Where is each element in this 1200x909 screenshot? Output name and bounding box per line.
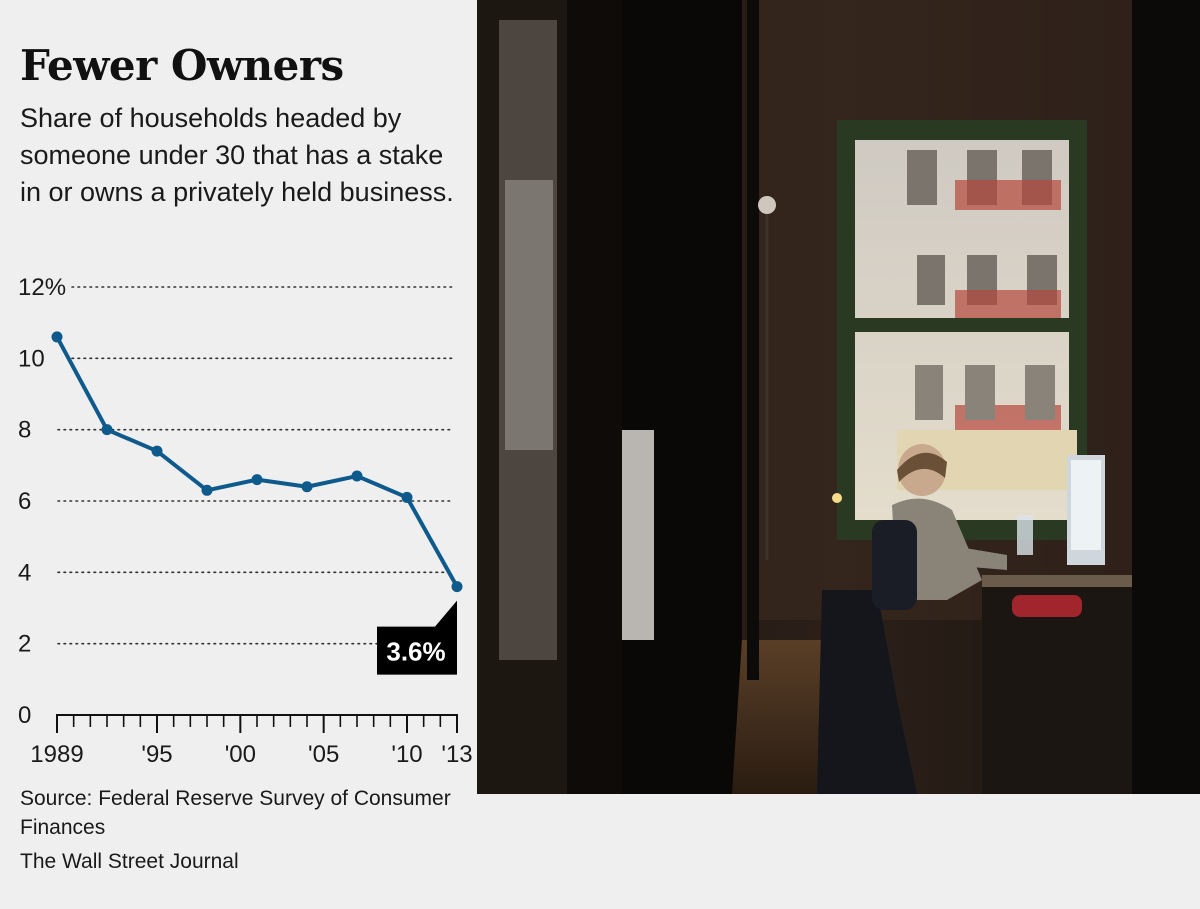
- x-tick-label: 1989: [30, 741, 83, 768]
- publisher-credit: The Wall Street Journal: [20, 850, 239, 873]
- y-tick-label: 2: [18, 631, 31, 658]
- callout-label: 3.6%: [386, 637, 445, 667]
- data-point: [151, 445, 163, 457]
- data-point: [451, 581, 463, 593]
- x-tick-label: '95: [141, 741, 172, 768]
- y-tick-label: 10: [18, 345, 45, 372]
- source-note: Source: Federal Reserve Survey of Consum…: [20, 787, 451, 839]
- photo-illustration: [477, 0, 1200, 794]
- x-tick-label: '13: [441, 741, 472, 768]
- x-tick-label: '10: [391, 741, 422, 768]
- x-tick-label: '05: [308, 741, 339, 768]
- chart-panel: Fewer Owners Share of households headed …: [0, 0, 476, 909]
- y-tick-label: 4: [18, 559, 31, 586]
- x-tick-label: '00: [225, 741, 256, 768]
- data-point: [51, 331, 63, 343]
- series-line: [55, 335, 459, 588]
- y-tick-label: 0: [18, 702, 31, 729]
- y-tick-label: 6: [18, 488, 31, 515]
- data-point: [101, 424, 113, 436]
- data-point: [351, 470, 363, 482]
- data-point: [251, 474, 263, 486]
- data-point: [201, 484, 213, 496]
- callout-box: [377, 600, 457, 675]
- data-point: [301, 481, 313, 493]
- chart-subtitle: Share of households headed by someone un…: [20, 103, 454, 207]
- office-photo: [477, 0, 1200, 794]
- y-tick-label: 12%: [18, 274, 66, 301]
- y-tick-label: 8: [18, 417, 31, 444]
- line-chart: 0 2 4 6 8 10 12% 1989 '95 '00 '05 '10 '13 3.6%: [18, 274, 473, 768]
- data-point: [401, 491, 413, 503]
- chart-title: Fewer Owners: [20, 41, 344, 90]
